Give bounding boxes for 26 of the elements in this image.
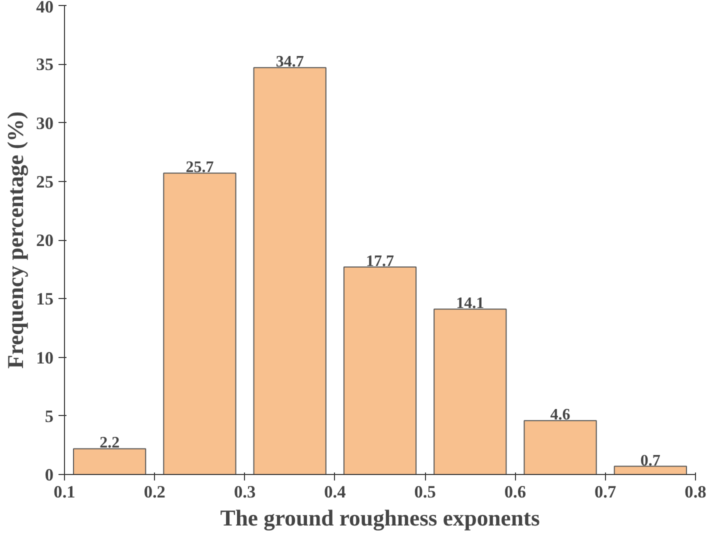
x-tick-label: 0.3	[234, 482, 256, 502]
data-label: 4.6	[550, 406, 570, 424]
x-axis-title: The ground roughness exponents	[220, 506, 540, 530]
data-label: 17.7	[366, 252, 394, 270]
x-tick-label: 0.7	[594, 482, 617, 502]
x-tick-label: 0.5	[414, 482, 436, 502]
x-tick-label: 0.8	[684, 482, 707, 502]
y-tick-label: 20	[36, 231, 54, 250]
data-label: 2.2	[100, 434, 120, 452]
y-axis-title: Frequency percentage (%)	[3, 111, 28, 369]
x-tick-label: 0.6	[504, 482, 526, 502]
data-label: 0.7	[640, 452, 660, 470]
y-tick-label: 40	[36, 0, 54, 16]
x-tick-label: 0.4	[324, 482, 346, 502]
y-tick-label: 30	[36, 114, 54, 133]
y-tick-label: 10	[36, 348, 54, 368]
y-tick-label: 35	[36, 55, 54, 74]
data-label: 25.7	[186, 159, 214, 176]
y-tick-label: 5	[44, 406, 54, 426]
x-tick-label: 0.1	[54, 482, 76, 502]
y-tick-label: 15	[36, 290, 54, 309]
data-label: 14.1	[456, 295, 484, 312]
y-tick-label: 25	[36, 172, 54, 192]
y-tick-label: 0	[44, 466, 54, 484]
x-tick-label: 0.2	[144, 482, 166, 502]
data-label: 34.7	[276, 54, 304, 71]
